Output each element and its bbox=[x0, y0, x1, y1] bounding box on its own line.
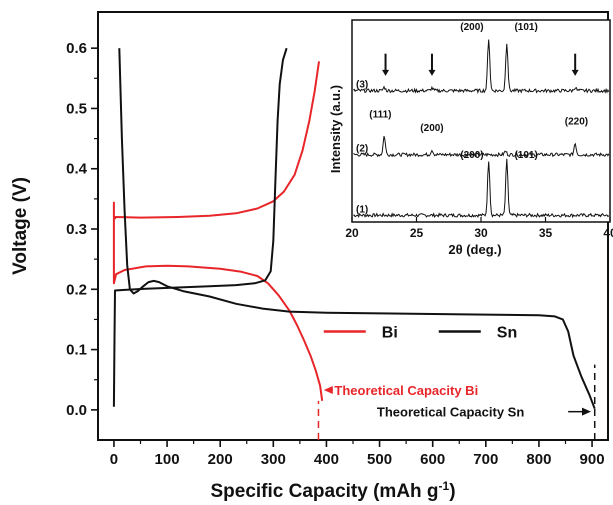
annotation-sn-arrow-head bbox=[582, 407, 591, 416]
y-tick-label: 0.6 bbox=[66, 40, 87, 57]
x-tick-label: 900 bbox=[580, 451, 605, 468]
legend-label-sn: Sn bbox=[497, 324, 517, 341]
y-tick-label: 0.4 bbox=[66, 161, 88, 178]
inset-frame bbox=[351, 19, 611, 223]
series-bi-curve-1 bbox=[112, 201, 324, 401]
x-tick-label: 300 bbox=[261, 451, 286, 468]
annotation-bi-arrow-head bbox=[323, 385, 333, 394]
xrd-peak-label: (101) bbox=[514, 150, 537, 161]
x-tick-label: 400 bbox=[314, 451, 339, 468]
y-tick-label: 0.2 bbox=[66, 281, 87, 298]
xrd-pattern-label-3: (3) bbox=[356, 80, 368, 91]
inset-x-tick-label: 25 bbox=[410, 226, 424, 240]
y-tick-label: 0.0 bbox=[66, 402, 87, 419]
x-tick-label: 600 bbox=[420, 451, 445, 468]
series-sn-curve-1 bbox=[112, 47, 288, 407]
x-axis-title-superscript: -1 bbox=[439, 479, 450, 493]
xrd-pattern-1 bbox=[353, 158, 610, 219]
series-bi-curve-2 bbox=[113, 61, 320, 219]
inset-x-tick-label: 40 bbox=[603, 226, 613, 240]
annotation-bi-label: Theoretical Capacity Bi bbox=[334, 383, 478, 398]
xrd-peak-label: (111) bbox=[369, 110, 391, 121]
xrd-pattern-label-2: (2) bbox=[356, 144, 368, 155]
x-tick-label: 100 bbox=[155, 451, 180, 468]
xrd-marker-arrow-head bbox=[382, 69, 390, 76]
y-tick-label: 0.5 bbox=[66, 100, 87, 117]
inset-x-tick-label: 20 bbox=[345, 226, 359, 240]
y-tick-label: 0.1 bbox=[66, 342, 87, 359]
series-sn-curve-2 bbox=[118, 48, 596, 410]
xrd-pattern-label-1: (1) bbox=[356, 204, 368, 215]
x-tick-label: 800 bbox=[526, 451, 551, 468]
xrd-marker-arrow-head bbox=[428, 69, 436, 76]
xrd-peak-label: (200) bbox=[460, 22, 483, 33]
y-tick-label: 0.3 bbox=[66, 221, 87, 238]
annotation-sn-label: Theoretical Capacity Sn bbox=[377, 405, 524, 420]
x-axis-title-close: ) bbox=[449, 481, 455, 502]
inset-x-tick-label: 30 bbox=[474, 226, 488, 240]
main-plot: 0 100 200 300 400 500 600 700 800 900 0.0 0.1 0.2 0.3… bbox=[10, 11, 609, 502]
inset-y-axis-title: Intensity (a.u.) bbox=[328, 85, 343, 173]
inset-x-axis-title: 2θ (deg.) bbox=[448, 242, 501, 257]
xrd-pattern-3 bbox=[353, 39, 610, 94]
xrd-pattern-2 bbox=[353, 135, 610, 158]
xrd-marker-arrow-head bbox=[571, 69, 579, 76]
xrd-peak-label: (220) bbox=[565, 116, 588, 127]
xrd-peak-label: (200) bbox=[420, 123, 443, 134]
inset-x-tick-label: 35 bbox=[539, 226, 553, 240]
x-tick-label: 500 bbox=[367, 451, 392, 468]
legend-label-bi: Bi bbox=[382, 324, 398, 341]
x-tick-label: 200 bbox=[208, 451, 233, 468]
x-tick-label: 0 bbox=[110, 451, 118, 468]
x-tick-label: 700 bbox=[473, 451, 498, 468]
xrd-peak-label: (200) bbox=[460, 150, 483, 161]
x-axis-title-main: Specific Capacity (mAh g bbox=[210, 481, 438, 502]
xrd-peak-label: (101) bbox=[514, 22, 537, 33]
inset-xrd-plot: 20 25 30 35 40 2θ (deg.) Intensity (a.u.) (1) (2… bbox=[328, 19, 613, 257]
y-axis-title: Voltage (V) bbox=[10, 177, 31, 275]
x-axis-title: Specific Capacity (mAh g-1) bbox=[210, 479, 455, 502]
